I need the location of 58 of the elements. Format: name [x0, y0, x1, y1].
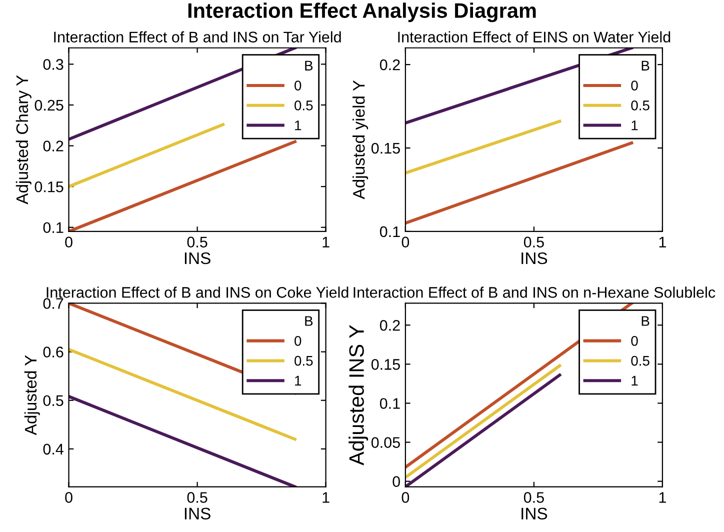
legend-label: 0 [631, 336, 638, 346]
chart-title: Interaction Effect of B and INS on n-Hexane Solublelc [354, 286, 716, 298]
y-tick-label: 0.3 [43, 59, 64, 70]
legend-label: 0.5 [294, 356, 313, 366]
x-tick-label: 1 [322, 236, 330, 248]
legend-label: 1 [295, 120, 302, 130]
legend-label: 1 [632, 376, 638, 386]
y-tick-label: 0.05 [371, 437, 400, 448]
y-tick-label: 0.6 [43, 346, 64, 358]
x-tick-label: 0.5 [187, 492, 208, 503]
y-tick-label: 0.1 [43, 222, 64, 234]
y-tick-label: 0.2 [43, 140, 64, 152]
legend-label: 0 [631, 80, 638, 90]
chart-title: Interaction Effect of B and INS on Coke Yield [46, 286, 348, 298]
text: Interaction Effect Analysis Diagram [188, 2, 536, 22]
y-axis-title: Adjusted yield Y [352, 80, 368, 200]
x-tick-label: 0.5 [187, 236, 208, 248]
legend-label: 0.5 [631, 100, 650, 110]
x-axis-title: INS [522, 508, 548, 520]
legend-title: B [642, 60, 650, 70]
y-tick-label: 0.1 [380, 226, 400, 238]
y-axis-title: Adjusted INS Y [348, 325, 368, 466]
x-tick-label: 0 [65, 492, 72, 503]
y-tick-label: 0.1 [380, 398, 400, 409]
x-tick-label: 1 [659, 236, 666, 248]
legend-label: 0 [294, 80, 302, 90]
y-tick-label: 0.25 [34, 100, 64, 111]
x-axis-title: INS [184, 252, 210, 264]
legend-label: 0 [294, 336, 302, 346]
y-tick-label: 0.4 [43, 444, 64, 455]
x-tick-label: 0.5 [524, 236, 544, 248]
legend-title: B [305, 60, 313, 70]
chart-title: Interaction Effect of B and INS on Tar Yield [54, 31, 341, 42]
y-tick-label: 0.7 [43, 298, 64, 309]
chart-title: Interaction Effect of EINS on Water Yield [398, 31, 670, 42]
x-tick-label: 0 [65, 236, 72, 248]
y-axis-title: Adjusted Y [24, 355, 40, 436]
x-tick-label: 0.5 [524, 492, 544, 503]
x-tick-label: 0 [402, 492, 410, 503]
legend-label: 1 [632, 120, 638, 130]
y-tick-label: 0.15 [371, 359, 400, 370]
y-tick-label: 0.5 [43, 395, 64, 406]
x-axis-title: INS [184, 508, 210, 520]
y-tick-label: 0.15 [34, 181, 64, 192]
y-tick-label: 0.15 [371, 142, 400, 154]
legend-label: 1 [295, 376, 302, 386]
x-axis-title: INS [522, 252, 548, 264]
legend-title: B [642, 316, 650, 326]
y-tick-label: 0.2 [380, 320, 400, 331]
y-tick-label: 0.2 [380, 59, 400, 70]
legend-label: 0.5 [631, 356, 650, 366]
x-tick-label: 0 [402, 236, 410, 248]
legend-title: B [305, 316, 313, 326]
y-tick-label: 0 [392, 476, 400, 487]
x-tick-label: 1 [659, 492, 666, 503]
x-tick-label: 1 [322, 492, 330, 503]
legend-label: 0.5 [294, 100, 313, 110]
y-axis-title: Adjusted Chary Y [16, 75, 32, 204]
